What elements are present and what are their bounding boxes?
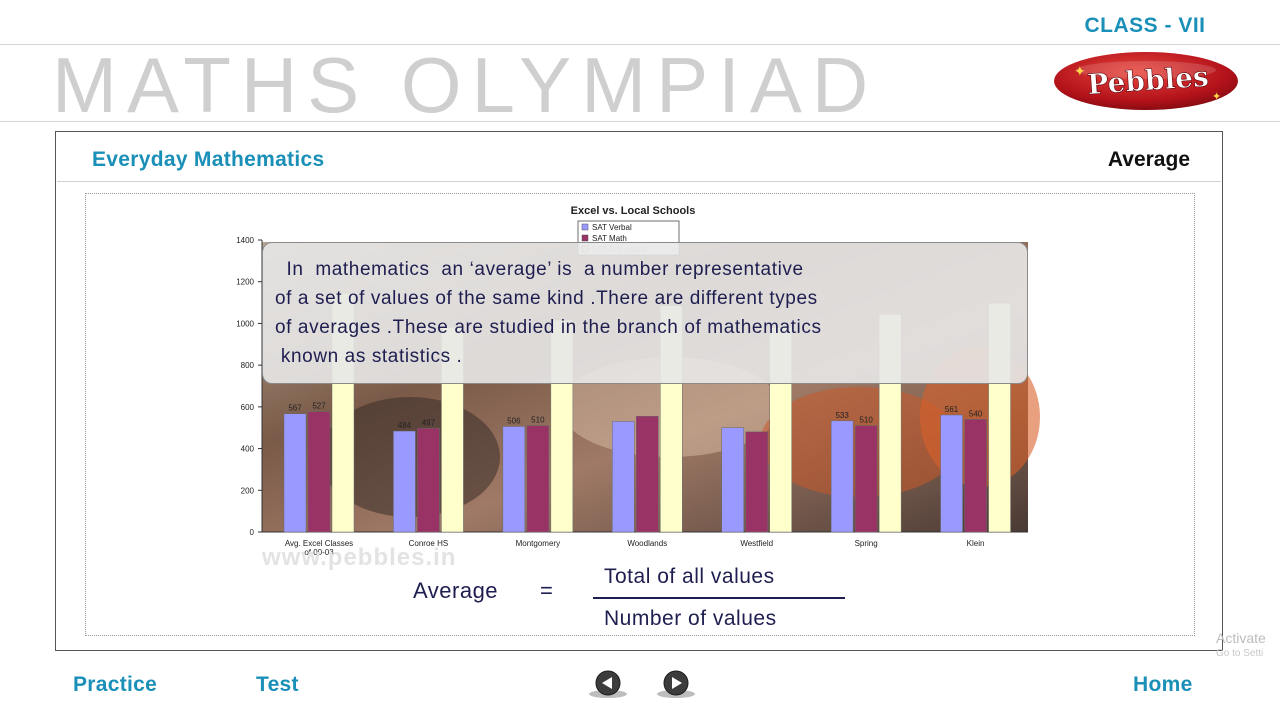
practice-link[interactable]: Practice <box>73 673 158 696</box>
x-tick-label: Montgomery <box>516 539 560 548</box>
watermark: www.pebbles.in <box>262 544 457 571</box>
next-button[interactable] <box>656 670 696 700</box>
bar-verbal <box>721 427 744 533</box>
formula-label: Average <box>413 578 499 603</box>
data-label: 527 <box>312 402 326 411</box>
bar-verbal <box>283 413 307 533</box>
activation-watermark-sub: Go to Setti <box>1216 648 1264 659</box>
legend-label: SAT Math <box>592 234 627 243</box>
class-label: CLASS - VII <box>1084 14 1206 37</box>
data-label: 510 <box>859 416 873 425</box>
data-label: 484 <box>398 421 412 430</box>
left-arrow-icon <box>602 677 612 689</box>
home-link[interactable]: Home <box>1133 673 1193 696</box>
app-title: MATHS OLYMPIAD <box>52 41 879 129</box>
data-label: 533 <box>835 411 849 420</box>
fraction-bar <box>593 597 845 599</box>
x-tick-label: Westfield <box>740 539 773 548</box>
data-label: 497 <box>422 418 436 427</box>
previous-button[interactable] <box>588 670 628 700</box>
svg-text:✦: ✦ <box>1074 63 1086 79</box>
y-tick-label: 800 <box>241 361 255 370</box>
bar-math <box>854 425 878 533</box>
y-tick-label: 1000 <box>236 319 254 328</box>
bar-verbal <box>502 426 526 533</box>
x-tick-label: of 00-03 <box>304 548 334 557</box>
legend-swatch <box>581 223 589 231</box>
definition-line-2: of a set of values of the same kind .The… <box>275 288 818 309</box>
x-tick-label: Conroe HS <box>409 539 449 548</box>
bar-math <box>964 419 987 533</box>
definition-line-1: In mathematics an ‘average’ is a number … <box>263 259 804 280</box>
right-arrow-icon <box>672 677 682 689</box>
section-title: Everyday Mathematics <box>92 148 325 171</box>
title-divider <box>0 121 1280 122</box>
panel-header-divider <box>57 181 1221 182</box>
y-tick-label: 200 <box>241 486 255 495</box>
bar-verbal <box>830 420 854 533</box>
bar-verbal <box>612 421 635 533</box>
y-tick-label: 400 <box>241 445 255 454</box>
legend-swatch <box>581 234 589 242</box>
bar-verbal <box>393 430 416 533</box>
topic-title: Average <box>1107 148 1190 171</box>
activation-watermark: Activate <box>1216 630 1266 646</box>
legend-label: SAT Verbal <box>592 223 632 232</box>
y-tick-label: 1200 <box>236 278 254 287</box>
x-tick-label: Spring <box>855 539 878 548</box>
bar-math <box>526 425 550 533</box>
bar-math <box>636 415 659 533</box>
x-tick-label: Klein <box>967 539 985 548</box>
chart-title: Excel vs. Local Schools <box>571 205 696 217</box>
data-label: 561 <box>945 405 959 414</box>
x-tick-label: Avg. Excel Classes <box>285 539 353 548</box>
test-link[interactable]: Test <box>256 673 299 696</box>
definition-box: In mathematics an ‘average’ is a number … <box>262 242 1028 384</box>
content-frame <box>85 193 1195 636</box>
bar-math <box>307 411 331 533</box>
data-label: 510 <box>531 416 545 425</box>
formula-denominator: Number of values <box>604 607 777 630</box>
data-label: 567 <box>288 404 302 413</box>
pebbles-logo: Pebbles ✦ ✦ <box>1054 52 1238 110</box>
bar-math <box>417 428 440 533</box>
top-divider <box>0 44 1280 45</box>
definition-line-3: of averages .These are studied in the br… <box>275 317 822 338</box>
bar-math <box>745 431 768 533</box>
data-label: 540 <box>969 409 983 418</box>
y-tick-label: 600 <box>241 403 255 412</box>
formula-equals: = <box>540 578 553 603</box>
definition-line-4: known as statistics . <box>275 346 463 367</box>
svg-text:✦: ✦ <box>1212 91 1221 103</box>
y-tick-label: 0 <box>250 528 255 537</box>
formula-numerator: Total of all values <box>604 565 775 588</box>
y-tick-label: 1400 <box>236 236 254 245</box>
bar-verbal <box>940 414 963 533</box>
data-label: 506 <box>507 416 521 425</box>
x-tick-label: Woodlands <box>627 539 667 548</box>
